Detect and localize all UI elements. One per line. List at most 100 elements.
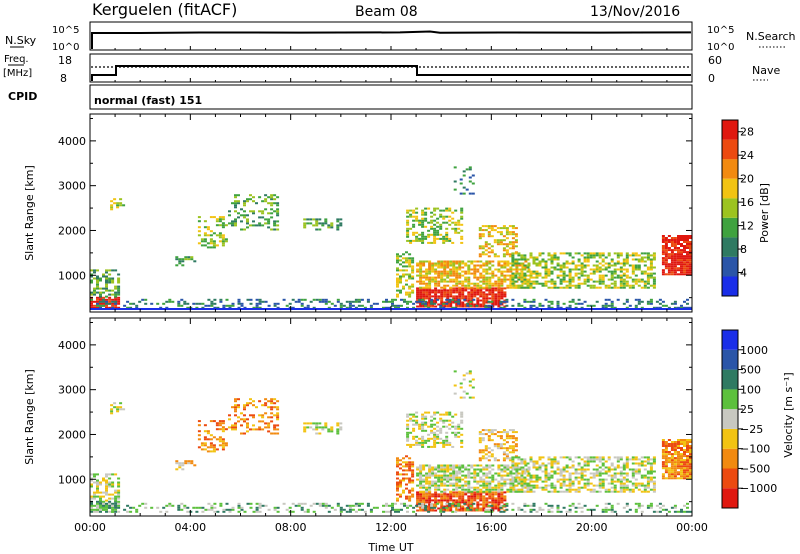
- power-cell: [445, 239, 449, 242]
- velocity-cell: [568, 504, 572, 507]
- velocity-cell: [494, 491, 498, 494]
- power-cell: [556, 258, 560, 261]
- power-cell: [683, 255, 686, 258]
- velocity-cell: [487, 429, 491, 432]
- power-cell: [415, 235, 419, 238]
- velocity-cell: [523, 480, 527, 483]
- power-cell: [529, 276, 533, 279]
- power-cell: [455, 266, 459, 269]
- velocity-cell: [224, 442, 228, 445]
- power-cell: [538, 282, 542, 285]
- power-cell: [634, 258, 638, 261]
- velocity-cell: [249, 506, 253, 509]
- power-cell: [443, 289, 447, 292]
- velocity-cell: [476, 474, 480, 477]
- power-cell: [408, 257, 412, 260]
- velocity-cell: [482, 474, 486, 477]
- velocity-cell: [234, 398, 237, 401]
- velocity-cell: [482, 501, 486, 504]
- velocity-cell: [568, 486, 572, 489]
- power-heatmap: [90, 166, 692, 310]
- power-cell: [616, 298, 620, 301]
- power-cell: [550, 278, 554, 281]
- velocity-cell: [114, 506, 118, 509]
- power-cell: [683, 239, 686, 241]
- velocity-cell: [425, 490, 429, 493]
- velocity-cell: [487, 431, 491, 434]
- velocity-cell: [110, 412, 114, 415]
- velocity-cell: [598, 460, 602, 463]
- power-cell: [485, 286, 489, 289]
- power-cell: [458, 276, 462, 279]
- power-cell: [619, 284, 623, 287]
- velocity-cell: [680, 463, 683, 466]
- power-cell: [667, 253, 671, 256]
- power-cell: [577, 272, 581, 275]
- power-cell: [625, 252, 629, 255]
- power-cell: [203, 234, 207, 237]
- power-cell: [607, 284, 611, 287]
- velocity-cell: [467, 470, 471, 473]
- power-cell: [523, 300, 527, 303]
- velocity-cell: [468, 380, 472, 383]
- power-cell: [258, 196, 262, 199]
- velocity-cell: [553, 490, 557, 493]
- velocity-cell: [218, 440, 222, 443]
- velocity-cell: [514, 456, 518, 459]
- velocity-cell: [634, 472, 638, 475]
- power-cell: [496, 231, 500, 234]
- power-cell: [204, 304, 208, 307]
- power-cell: [586, 278, 590, 281]
- velocity-cell: [105, 475, 108, 478]
- power-cell: [243, 210, 246, 213]
- velocity-cell: [339, 510, 343, 513]
- velocity-cell: [649, 476, 653, 479]
- velocity-cell: [126, 510, 130, 513]
- power-cell: [686, 269, 689, 272]
- velocity-cell: [490, 433, 494, 436]
- velocity-cell: [511, 437, 515, 440]
- power-cell: [637, 264, 641, 267]
- velocity-cell: [571, 482, 575, 485]
- power-cell: [218, 240, 222, 243]
- velocity-cell: [559, 468, 563, 471]
- power-cell: [556, 304, 560, 307]
- velocity-cell: [467, 468, 471, 471]
- power-cell: [500, 289, 504, 292]
- power-cell: [683, 245, 686, 247]
- velocity-cell: [508, 429, 512, 432]
- power-cell: [577, 252, 581, 255]
- velocity-cell: [556, 508, 560, 511]
- velocity-cell: [664, 445, 668, 447]
- velocity-cell: [476, 464, 480, 467]
- power-cell: [402, 265, 405, 268]
- velocity-cell: [661, 504, 665, 507]
- power-cell: [493, 241, 497, 244]
- power-cell: [664, 257, 668, 260]
- power-cell: [494, 297, 498, 300]
- power-cell: [667, 239, 671, 241]
- velocity-cell: [321, 502, 325, 505]
- velocity-cell: [455, 476, 459, 479]
- velocity-cell: [105, 504, 108, 507]
- velocity-cell: [469, 508, 473, 511]
- power-cell: [476, 299, 480, 302]
- velocity-cell: [445, 413, 449, 416]
- power-cell: [461, 305, 465, 308]
- power-cell: [677, 263, 680, 266]
- power-cell: [446, 293, 450, 296]
- power-cell: [234, 218, 237, 221]
- velocity-cell: [689, 469, 692, 472]
- power-cell: [436, 225, 440, 228]
- power-cell: [461, 287, 465, 290]
- velocity-cell: [433, 439, 437, 442]
- velocity-cell: [686, 451, 689, 453]
- power-cell: [577, 258, 581, 261]
- colorbar-segment: [722, 468, 738, 489]
- colorbar-tick-label: 100: [740, 383, 761, 396]
- velocity-cell: [177, 506, 181, 509]
- velocity-cell: [276, 424, 280, 427]
- velocity-cell: [452, 482, 456, 485]
- power-cell: [428, 268, 432, 271]
- velocity-cell: [357, 508, 361, 511]
